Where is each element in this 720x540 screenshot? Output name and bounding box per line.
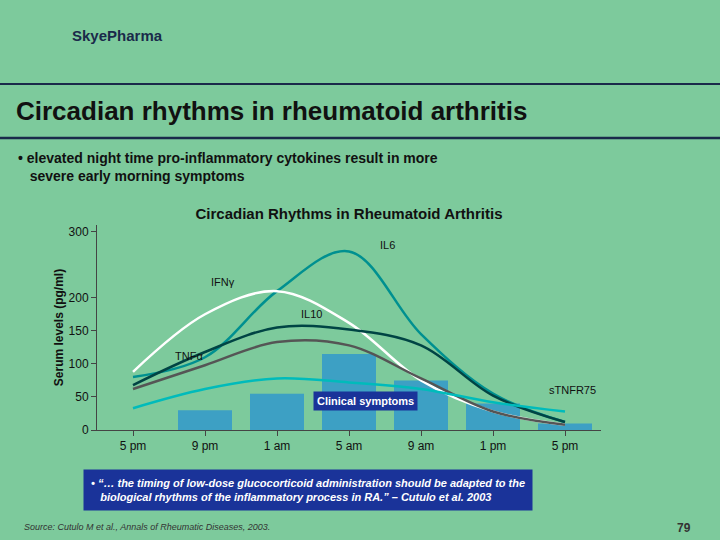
- svg-text:• “… the timing of low-dose gl: • “… the timing of low-dose glucocortico…: [91, 477, 525, 503]
- svg-text:Serum levels (pg/ml): Serum levels (pg/ml): [52, 269, 66, 386]
- svg-text:• elevated night time pro-infl: • elevated night time pro-inflammatory c…: [18, 150, 438, 184]
- svg-text:100: 100: [69, 357, 89, 371]
- svg-text:SkyePharma: SkyePharma: [72, 27, 163, 44]
- svg-text:5 am: 5 am: [336, 439, 363, 453]
- svg-text:79: 79: [677, 521, 691, 535]
- svg-text:50: 50: [75, 390, 89, 404]
- svg-text:sTNFR75: sTNFR75: [549, 384, 596, 396]
- svg-text:5 pm: 5 pm: [120, 439, 147, 453]
- svg-text:9 pm: 9 pm: [192, 439, 219, 453]
- svg-text:TNFα: TNFα: [175, 350, 203, 362]
- svg-text:1 am: 1 am: [264, 439, 291, 453]
- svg-text:5 pm: 5 pm: [552, 439, 579, 453]
- svg-text:1 pm: 1 pm: [480, 439, 507, 453]
- svg-text:Source: Cutulo M et al., Annal: Source: Cutulo M et al., Annals of Rheum…: [24, 522, 270, 532]
- svg-text:9 am: 9 am: [408, 439, 435, 453]
- svg-text:0: 0: [82, 423, 89, 437]
- svg-text:Clinical symptoms: Clinical symptoms: [317, 395, 414, 407]
- svg-text:IL6: IL6: [380, 239, 395, 251]
- svg-text:200: 200: [69, 291, 89, 305]
- svg-text:150: 150: [69, 324, 89, 338]
- svg-text:300: 300: [69, 225, 89, 239]
- svg-text:IFNγ: IFNγ: [211, 276, 235, 288]
- svg-text:Circadian rhythms in rheumatoi: Circadian rhythms in rheumatoid arthriti…: [16, 96, 527, 126]
- svg-text:Circadian Rhythms in Rheumatoi: Circadian Rhythms in Rheumatoid Arthriti…: [196, 205, 503, 222]
- svg-text:IL10: IL10: [301, 308, 322, 320]
